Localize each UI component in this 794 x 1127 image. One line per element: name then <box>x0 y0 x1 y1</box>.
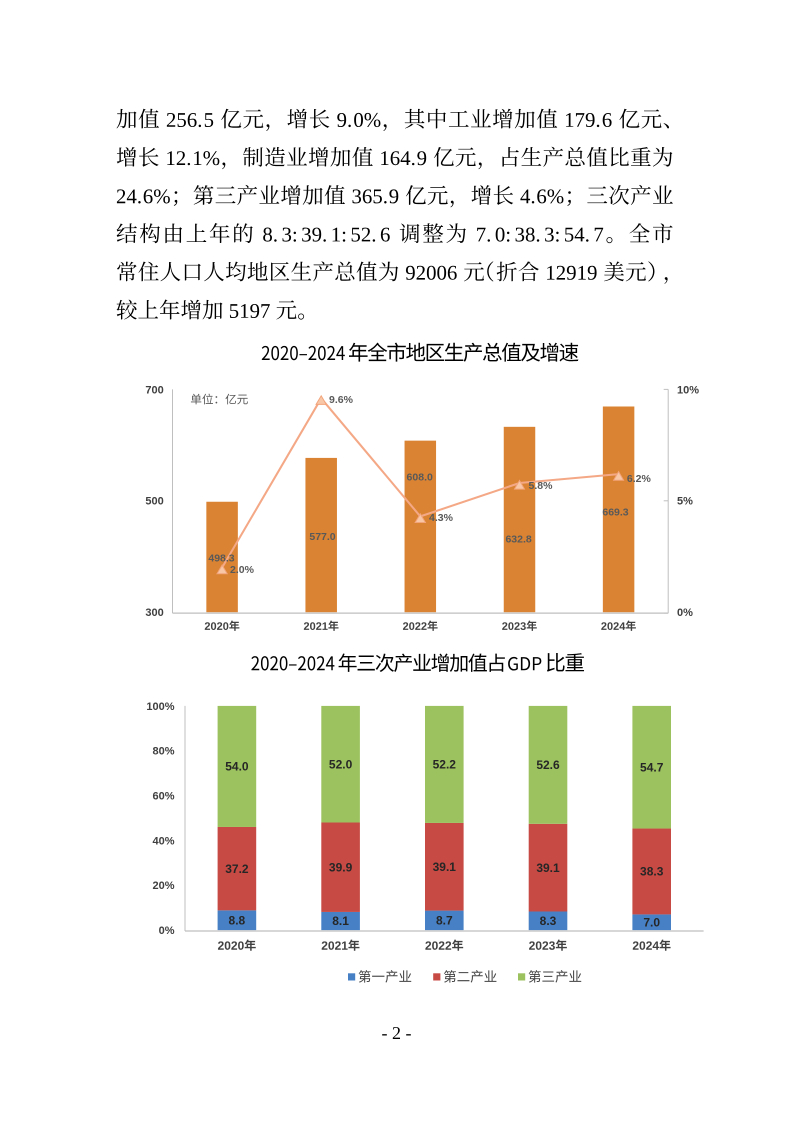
svg-text:38.3: 38.3 <box>640 865 664 879</box>
svg-text:54.0: 54.0 <box>225 760 249 774</box>
svg-text:60%: 60% <box>152 790 174 802</box>
svg-text:52.6: 52.6 <box>536 758 560 772</box>
svg-text:100%: 100% <box>146 701 174 713</box>
svg-text:0%: 0% <box>159 925 175 937</box>
svg-text:5.8%: 5.8% <box>529 480 554 492</box>
svg-text:54.7: 54.7 <box>640 760 664 774</box>
svg-text:700: 700 <box>145 384 163 396</box>
svg-text:8.1: 8.1 <box>332 914 349 928</box>
svg-text:80%: 80% <box>152 746 174 758</box>
svg-text:10%: 10% <box>677 384 699 396</box>
svg-text:8.3: 8.3 <box>540 914 557 928</box>
svg-text:- 2 -: - 2 - <box>382 1023 412 1043</box>
svg-text:20%: 20% <box>152 880 174 892</box>
svg-text:608.0: 608.0 <box>407 472 433 484</box>
svg-text:39.9: 39.9 <box>329 860 353 874</box>
svg-text:37.2: 37.2 <box>225 862 249 876</box>
svg-text:52.0: 52.0 <box>329 757 353 771</box>
svg-text:39.1: 39.1 <box>536 861 560 875</box>
svg-text:7.0: 7.0 <box>643 915 660 929</box>
svg-text:498.3: 498.3 <box>208 553 234 565</box>
svg-text:8.7: 8.7 <box>436 914 453 928</box>
svg-text:577.0: 577.0 <box>309 531 335 543</box>
svg-text:5%: 5% <box>677 496 693 508</box>
svg-text:6.2%: 6.2% <box>627 473 652 485</box>
svg-text:2.0%: 2.0% <box>230 564 255 576</box>
svg-text:52.2: 52.2 <box>433 758 457 772</box>
svg-text:632.8: 632.8 <box>505 534 531 546</box>
svg-text:40%: 40% <box>152 835 174 847</box>
svg-text:669.3: 669.3 <box>602 507 628 519</box>
svg-text:4.3%: 4.3% <box>429 512 454 524</box>
svg-text:300: 300 <box>145 607 163 619</box>
svg-text:39.1: 39.1 <box>433 860 457 874</box>
svg-text:0%: 0% <box>677 607 693 619</box>
svg-text:500: 500 <box>145 496 163 508</box>
svg-text:9.6%: 9.6% <box>329 394 354 406</box>
svg-text:8.8: 8.8 <box>229 913 246 927</box>
